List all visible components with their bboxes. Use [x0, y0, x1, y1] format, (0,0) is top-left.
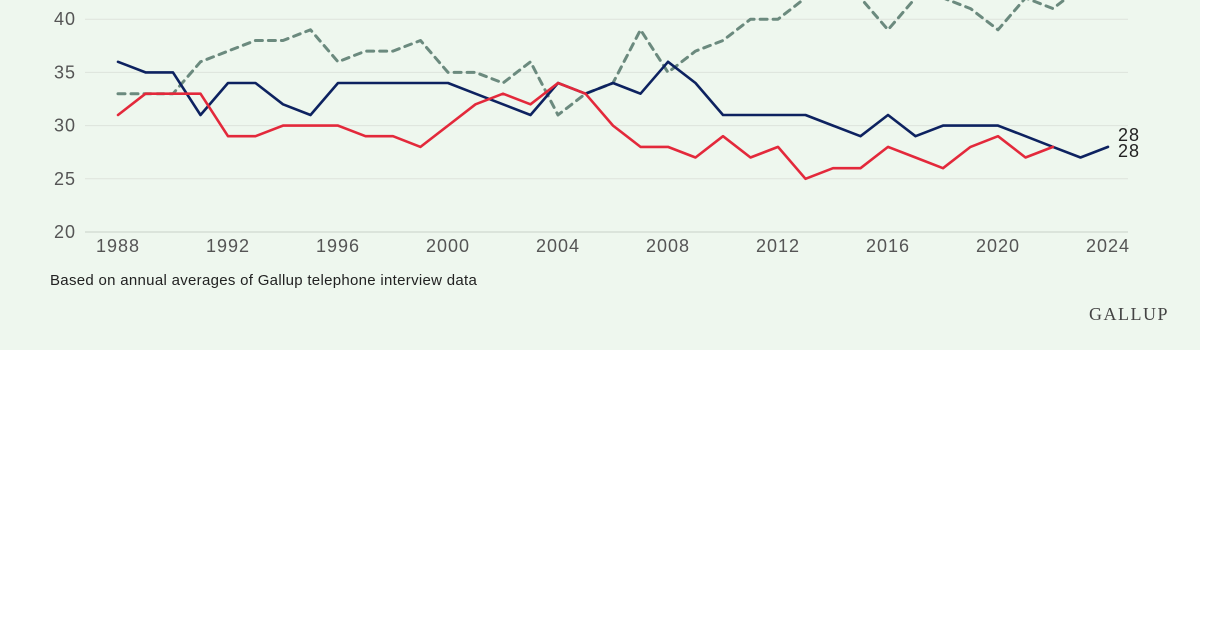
y-tick-label: 30 [54, 116, 76, 136]
x-tick-label: 2004 [536, 236, 580, 256]
y-tick-label: 25 [54, 169, 76, 189]
series-line-2 [116, 81, 1055, 181]
x-tick-label: 2012 [756, 236, 800, 256]
x-tick-label: 1988 [96, 236, 140, 256]
end-value-label: 28 [1118, 125, 1140, 145]
x-tick-label: 1996 [316, 236, 360, 256]
footnote: Based on annual averages of Gallup telep… [50, 272, 478, 289]
chart-panel [0, 0, 1200, 350]
x-tick-label: 2008 [646, 236, 690, 256]
series-line-1 [116, 60, 1110, 159]
end-value-label: 28 [1118, 141, 1140, 161]
series-lines [116, 0, 1110, 181]
y-axis-ticks: 20 25 30 35 40 [54, 9, 76, 242]
series-line-0 [116, 0, 1067, 117]
x-tick-label: 2024 [1086, 236, 1130, 256]
x-tick-label: 2000 [426, 236, 470, 256]
x-tick-label: 2020 [976, 236, 1020, 256]
x-axis-ticks: 1988 1992 1996 2000 2004 2008 2012 2016 2020 2024 [96, 236, 1130, 256]
y-tick-label: 40 [54, 9, 76, 29]
x-tick-label: 1992 [206, 236, 250, 256]
gallup-logo: GALLUP [1089, 304, 1169, 324]
y-tick-label: 35 [54, 62, 76, 82]
line-chart: 20 25 30 35 40 1988 1992 1996 2000 2004 2008 2012 2… [54, 0, 1140, 256]
y-tick-label: 20 [54, 222, 76, 242]
x-tick-label: 2016 [866, 236, 910, 256]
